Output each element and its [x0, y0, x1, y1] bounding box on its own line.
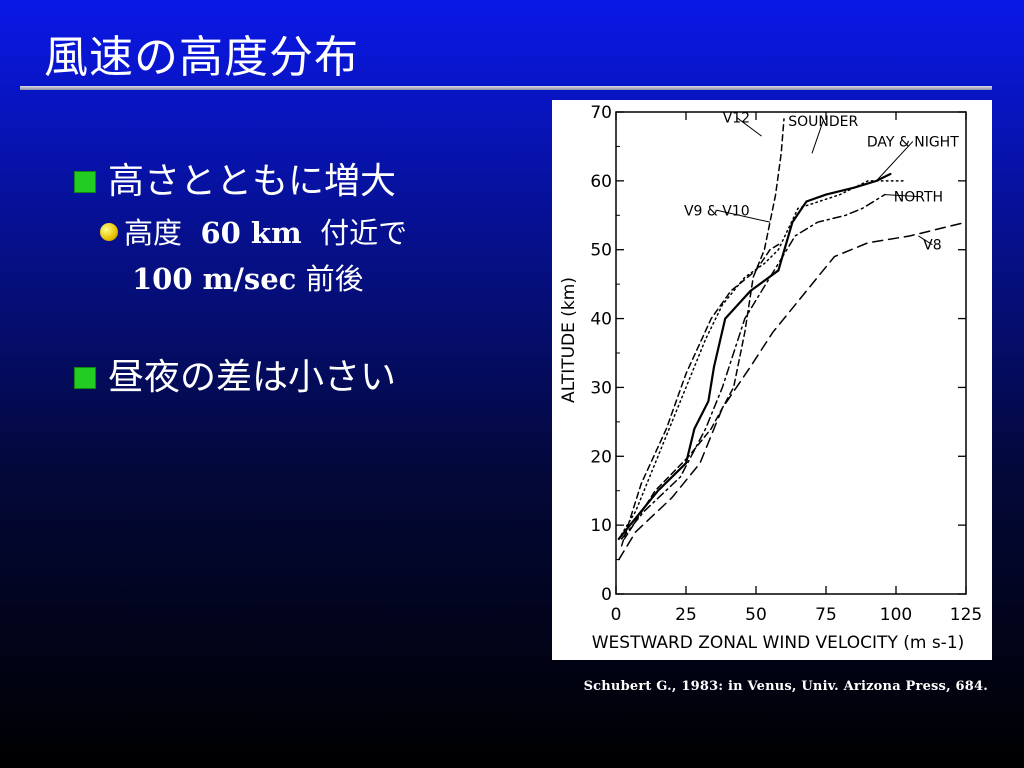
- wind-profile-chart: 0 10 20 30 40 50 60 70 0 25 50 75 100 125 V12 SOUNDER D…: [552, 100, 992, 660]
- x-tick-label: 0: [611, 605, 622, 625]
- x-axis-label: WESTWARD ZONAL WIND VELOCITY (m s-1): [592, 633, 965, 653]
- bullet-1-text: 高さとともに増大: [108, 161, 397, 202]
- sub-bullet: 高度 60 km 付近で 100 m/sec 前後: [100, 210, 407, 302]
- square-bullet-icon: [74, 171, 96, 193]
- y-tick-label: 0: [601, 585, 612, 605]
- series-label: V9 & V10: [684, 203, 750, 219]
- label-leader: [876, 141, 914, 182]
- bullet-2: 昼夜の差は小さい: [74, 356, 396, 400]
- series-line-sounder: [617, 172, 892, 540]
- sub-bullet-part1: 高度: [124, 216, 183, 250]
- x-tick-label: 50: [745, 605, 767, 625]
- x-tick-label: 25: [675, 605, 697, 625]
- source-caption: Schubert G., 1983: in Venus, Univ. Arizo…: [583, 679, 988, 694]
- title-underline: [20, 86, 992, 90]
- y-tick-label: 60: [590, 172, 612, 192]
- x-tick-label: 125: [950, 605, 982, 625]
- axis-ticks: 0 10 20 30 40 50 60 70 0 25 50 75 100 125: [590, 103, 982, 625]
- round-bullet-icon: [100, 223, 118, 241]
- y-tick-label: 30: [590, 378, 612, 398]
- y-tick-label: 20: [590, 447, 612, 467]
- y-tick-label: 70: [590, 103, 612, 123]
- y-tick-label: 40: [590, 310, 612, 330]
- square-bullet-icon: [74, 367, 96, 389]
- sub-bullet-altitude: 60 km: [200, 216, 302, 250]
- series-line-v9-v10: [620, 242, 782, 547]
- series-line-north: [620, 193, 886, 540]
- series-label: V8: [923, 238, 941, 254]
- bullet-2-text: 昼夜の差は小さい: [108, 357, 397, 398]
- series-line-v12: [623, 118, 785, 540]
- series-lines: [617, 118, 967, 561]
- series-label: SOUNDER: [788, 114, 858, 130]
- plot-frame: [615, 111, 967, 595]
- series-label: V12: [723, 110, 750, 126]
- sub-bullet-speed: 100 m/sec: [132, 262, 297, 296]
- y-tick-label: 10: [590, 516, 612, 536]
- slide-title: 風速の高度分布: [44, 32, 359, 83]
- x-tick-label: 100: [880, 605, 912, 625]
- y-axis-label: ALTITUDE (km): [559, 277, 579, 403]
- series-label: DAY & NIGHT: [867, 134, 959, 150]
- y-tick-label: 50: [590, 241, 612, 261]
- series-line-v8: [618, 221, 967, 561]
- series-labels: V12 SOUNDER DAY & NIGHT V9 & V10 NORTH V8: [684, 110, 959, 253]
- label-leader: [736, 116, 762, 137]
- label-leader: [884, 194, 919, 198]
- label-leader: [716, 209, 771, 223]
- x-tick-label: 75: [815, 605, 837, 625]
- label-leader: [918, 235, 933, 246]
- chart-svg: 0 10 20 30 40 50 60 70 0 25 50 75 100 125 V12 SOUNDER D…: [559, 103, 982, 653]
- sub-bullet-part5: 前後: [305, 262, 364, 296]
- sub-bullet-part3: 付近で: [320, 216, 408, 250]
- label-leader: [811, 120, 824, 154]
- series-line-day-night: [618, 180, 906, 540]
- series-label: NORTH: [894, 190, 943, 206]
- bullet-1: 高さとともに増大: [74, 160, 396, 204]
